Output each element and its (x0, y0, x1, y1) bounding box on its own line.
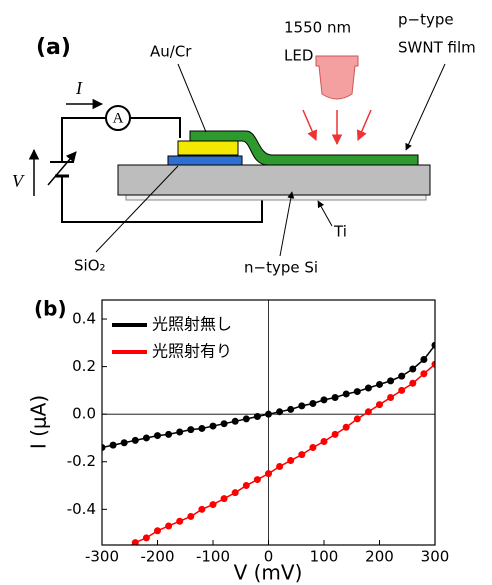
light-arrow (303, 110, 316, 140)
data-point (409, 380, 416, 387)
led (316, 56, 358, 99)
ti-label: Ti (333, 223, 347, 241)
data-point (276, 408, 283, 415)
film-type: p−type (398, 11, 454, 29)
x-tick-label: -300 (85, 548, 119, 566)
pointer (406, 64, 445, 150)
y-axis-label: I (μA) (27, 395, 51, 449)
data-point (232, 418, 239, 425)
data-point (332, 394, 339, 401)
data-point (287, 457, 294, 464)
film-label: SWNT film (398, 39, 476, 57)
data-point (265, 411, 272, 418)
data-point (165, 522, 172, 529)
data-point (210, 501, 217, 508)
data-point (387, 394, 394, 401)
y-tick-label: 0.2 (72, 357, 96, 375)
data-point (187, 513, 194, 520)
panel-label: (a) (36, 35, 71, 60)
data-point (210, 423, 217, 430)
data-point (376, 401, 383, 408)
sio2-layer (168, 156, 242, 165)
data-point (332, 431, 339, 438)
light-arrow (358, 110, 371, 140)
x-tick-label: -100 (196, 548, 230, 566)
voltage-label: V (12, 171, 25, 191)
data-point (398, 373, 405, 380)
y-tick-label: 0.0 (72, 405, 96, 423)
data-point (198, 506, 205, 513)
led-wavelength: 1550 nm (284, 19, 351, 37)
pointer (280, 192, 292, 256)
data-point (143, 434, 150, 441)
electrode (178, 141, 238, 155)
data-point (198, 425, 205, 432)
legend-label: 光照射有り (152, 342, 232, 361)
data-point (221, 420, 228, 427)
data-point (354, 415, 361, 422)
data-point (221, 495, 228, 502)
ti-layer (126, 195, 426, 200)
data-point (309, 400, 316, 407)
x-tick-label: 0 (264, 548, 274, 566)
data-point (376, 381, 383, 388)
data-point (321, 438, 328, 445)
figure: (a) A I V 1550 nm LED p−type SWNT film A… (0, 0, 492, 585)
data-point (287, 406, 294, 413)
data-point (365, 385, 372, 392)
ammeter-label: A (113, 110, 124, 126)
data-point (187, 426, 194, 433)
current-label: I (75, 78, 83, 98)
x-tick-label: 200 (365, 548, 394, 566)
data-point (298, 402, 305, 409)
device-diagram: (a) A I V 1550 nm LED p−type SWNT film A… (12, 11, 476, 277)
y-tick-label: -0.4 (67, 500, 96, 518)
led-label: LED (284, 47, 313, 65)
data-point (121, 439, 128, 446)
data-point (143, 534, 150, 541)
data-point (420, 356, 427, 363)
si-label: n−type Si (244, 259, 318, 277)
data-point (121, 546, 128, 553)
data-point (154, 432, 161, 439)
y-tick-label: 0.4 (72, 310, 96, 328)
sio2-label: SiO₂ (74, 257, 106, 275)
data-point (343, 424, 350, 431)
data-point (243, 415, 250, 422)
data-point (354, 388, 361, 395)
data-point (398, 387, 405, 394)
data-point (232, 489, 239, 496)
data-point (176, 429, 183, 436)
data-point (254, 413, 261, 420)
data-point (243, 482, 250, 489)
data-point (265, 470, 272, 477)
data-point (321, 396, 328, 403)
x-tick-label: -200 (140, 548, 174, 566)
x-tick-label: 100 (310, 548, 339, 566)
data-point (387, 377, 394, 384)
panel-label: (b) (34, 297, 67, 321)
data-point (165, 431, 172, 438)
legend-label: 光照射無し (152, 315, 232, 334)
data-point (254, 476, 261, 483)
electrode-label: Au/Cr (150, 43, 192, 61)
x-tick-label: 300 (421, 548, 450, 566)
wire (62, 118, 106, 162)
data-point (298, 451, 305, 458)
data-point (409, 365, 416, 372)
data-point (365, 408, 372, 415)
data-point (110, 442, 117, 449)
wire (130, 118, 180, 138)
data-point (420, 370, 427, 377)
y-tick-label: -0.2 (67, 452, 96, 470)
pointer (318, 201, 332, 226)
data-point (176, 518, 183, 525)
data-point (309, 444, 316, 451)
data-point (343, 390, 350, 397)
data-point (154, 527, 161, 534)
data-point (132, 437, 139, 444)
data-point (276, 463, 283, 470)
pointer (178, 64, 206, 132)
